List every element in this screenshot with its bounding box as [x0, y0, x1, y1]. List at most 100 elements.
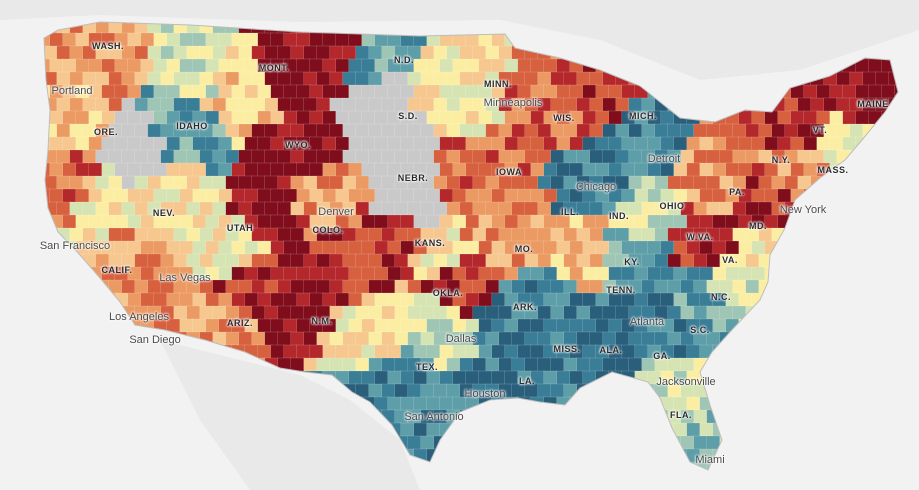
county-cell[interactable]: [303, 149, 318, 165]
county-cell[interactable]: [446, 253, 461, 269]
county-cell[interactable]: [134, 45, 149, 61]
county-cell[interactable]: [75, 214, 90, 230]
county-cell[interactable]: [738, 110, 753, 126]
county-cell[interactable]: [355, 331, 370, 347]
county-cell[interactable]: [355, 357, 370, 373]
county-cell[interactable]: [660, 136, 675, 152]
county-cell[interactable]: [589, 149, 604, 165]
county-cell[interactable]: [322, 344, 337, 360]
county-cell[interactable]: [309, 162, 324, 178]
county-cell[interactable]: [283, 344, 298, 360]
county-cell[interactable]: [647, 162, 662, 178]
county-cell[interactable]: [589, 71, 604, 87]
county-cell[interactable]: [381, 97, 396, 113]
county-cell[interactable]: [426, 370, 441, 386]
county-cell[interactable]: [108, 201, 123, 217]
county-cell[interactable]: [576, 357, 591, 373]
county-cell[interactable]: [374, 370, 389, 386]
county-cell[interactable]: [192, 318, 207, 334]
county-cell[interactable]: [75, 58, 90, 74]
county-cell[interactable]: [459, 357, 474, 373]
county-cell[interactable]: [160, 253, 175, 269]
county-cell[interactable]: [472, 201, 487, 217]
county-cell[interactable]: [374, 136, 389, 152]
county-cell[interactable]: [348, 58, 363, 74]
county-cell[interactable]: [582, 344, 597, 360]
county-cell[interactable]: [270, 84, 285, 100]
county-cell[interactable]: [582, 318, 597, 334]
county-cell[interactable]: [153, 136, 168, 152]
county-cell[interactable]: [745, 201, 760, 217]
county-cell[interactable]: [153, 240, 168, 256]
county-cell[interactable]: [199, 71, 214, 87]
county-cell[interactable]: [433, 175, 448, 191]
county-cell[interactable]: [303, 279, 318, 295]
county-cell[interactable]: [413, 292, 428, 308]
county-cell[interactable]: [550, 383, 565, 399]
county-cell[interactable]: [647, 292, 662, 308]
county-cell[interactable]: [868, 58, 883, 74]
county-cell[interactable]: [550, 149, 565, 165]
county-cell[interactable]: [803, 110, 818, 126]
county-cell[interactable]: [218, 58, 233, 74]
county-cell[interactable]: [400, 422, 415, 438]
county-cell[interactable]: [394, 253, 409, 269]
county-cell[interactable]: [62, 32, 77, 48]
county-cell[interactable]: [407, 71, 422, 87]
county-cell[interactable]: [738, 266, 753, 282]
county-cell[interactable]: [251, 149, 266, 165]
county-cell[interactable]: [667, 305, 682, 321]
county-cell[interactable]: [134, 227, 149, 243]
county-cell[interactable]: [732, 227, 747, 243]
county-cell[interactable]: [342, 123, 357, 139]
county-cell[interactable]: [205, 240, 220, 256]
county-cell[interactable]: [225, 201, 240, 217]
county-cell[interactable]: [478, 58, 493, 74]
county-cell[interactable]: [595, 84, 610, 100]
county-cell[interactable]: [803, 136, 818, 152]
county-cell[interactable]: [348, 292, 363, 308]
county-cell[interactable]: [439, 188, 454, 204]
county-cell[interactable]: [134, 97, 149, 113]
county-cell[interactable]: [628, 175, 643, 191]
county-cell[interactable]: [491, 344, 506, 360]
county-cell[interactable]: [153, 110, 168, 126]
county-cell[interactable]: [465, 240, 480, 256]
county-cell[interactable]: [582, 162, 597, 178]
county-cell[interactable]: [413, 370, 428, 386]
county-cell[interactable]: [576, 71, 591, 87]
county-cell[interactable]: [491, 136, 506, 152]
county-cell[interactable]: [355, 201, 370, 217]
county-cell[interactable]: [140, 292, 155, 308]
county-cell[interactable]: [335, 84, 350, 100]
county-cell[interactable]: [238, 71, 253, 87]
county-cell[interactable]: [790, 110, 805, 126]
county-cell[interactable]: [218, 292, 233, 308]
county-cell[interactable]: [446, 123, 461, 139]
county-cell[interactable]: [777, 188, 792, 204]
county-cell[interactable]: [517, 110, 532, 126]
county-cell[interactable]: [485, 253, 500, 269]
county-cell[interactable]: [303, 201, 318, 217]
county-cell[interactable]: [277, 331, 292, 347]
county-cell[interactable]: [62, 162, 77, 178]
county-cell[interactable]: [498, 123, 513, 139]
county-cell[interactable]: [680, 253, 695, 269]
county-cell[interactable]: [179, 84, 194, 100]
county-cell[interactable]: [108, 149, 123, 165]
county-cell[interactable]: [452, 344, 467, 360]
county-cell[interactable]: [589, 201, 604, 217]
county-cell[interactable]: [543, 136, 558, 152]
county-cell[interactable]: [706, 175, 721, 191]
county-cell[interactable]: [303, 71, 318, 87]
county-cell[interactable]: [777, 162, 792, 178]
county-cell[interactable]: [459, 175, 474, 191]
county-cell[interactable]: [413, 214, 428, 230]
county-cell[interactable]: [576, 279, 591, 295]
county-cell[interactable]: [725, 266, 740, 282]
county-cell[interactable]: [322, 110, 337, 126]
county-cell[interactable]: [602, 123, 617, 139]
county-cell[interactable]: [381, 357, 396, 373]
county-cell[interactable]: [257, 162, 272, 178]
county-cell[interactable]: [361, 188, 376, 204]
